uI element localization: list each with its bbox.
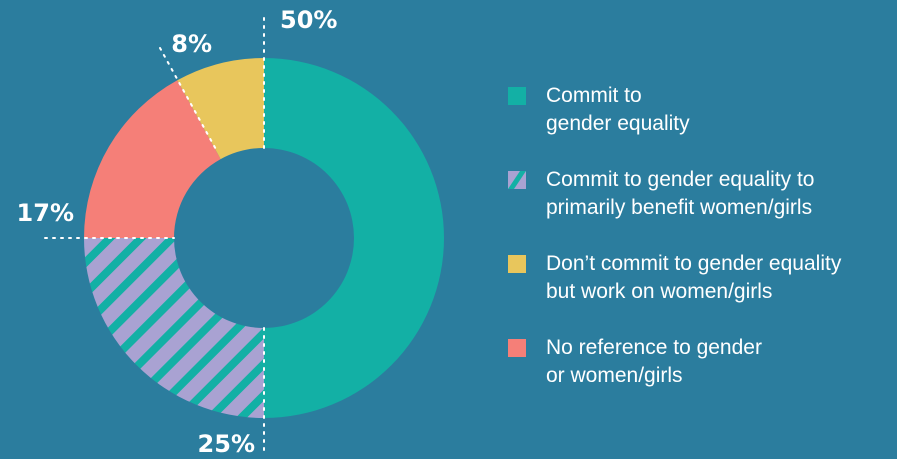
- legend-label-dont-commit: Don’t commit to gender equality but work…: [546, 252, 842, 303]
- legend-label-commit: Commit to gender equality: [546, 84, 690, 135]
- legend: Commit to gender equality Commit to gend…: [508, 82, 893, 418]
- legend-item-no-reference: No reference to gender or women/girls: [508, 334, 893, 390]
- slice-commit: [264, 58, 444, 418]
- value-label-dont-commit: 8%: [171, 30, 212, 58]
- legend-label-commit-primarily: Commit to gender equality to primarily b…: [546, 168, 815, 219]
- legend-swatch-commit: [508, 87, 526, 105]
- legend-item-commit-primarily: Commit to gender equality to primarily b…: [508, 166, 893, 222]
- legend-item-commit: Commit to gender equality: [508, 82, 893, 138]
- legend-item-dont-commit: Don’t commit to gender equality but work…: [508, 250, 893, 306]
- legend-swatch-commit-primarily: [508, 171, 526, 189]
- legend-label-no-reference: No reference to gender or women/girls: [546, 336, 762, 387]
- value-label-commit-primarily: 25%: [198, 430, 255, 458]
- slice-commit-primarily: [84, 238, 264, 418]
- legend-swatch-dont-commit: [508, 255, 526, 273]
- slice-dont-commit: [177, 58, 264, 160]
- slice-no-reference: [84, 80, 221, 238]
- value-label-no-reference: 17%: [17, 199, 74, 227]
- legend-swatch-no-reference: [508, 339, 526, 357]
- value-label-commit: 50%: [280, 6, 337, 34]
